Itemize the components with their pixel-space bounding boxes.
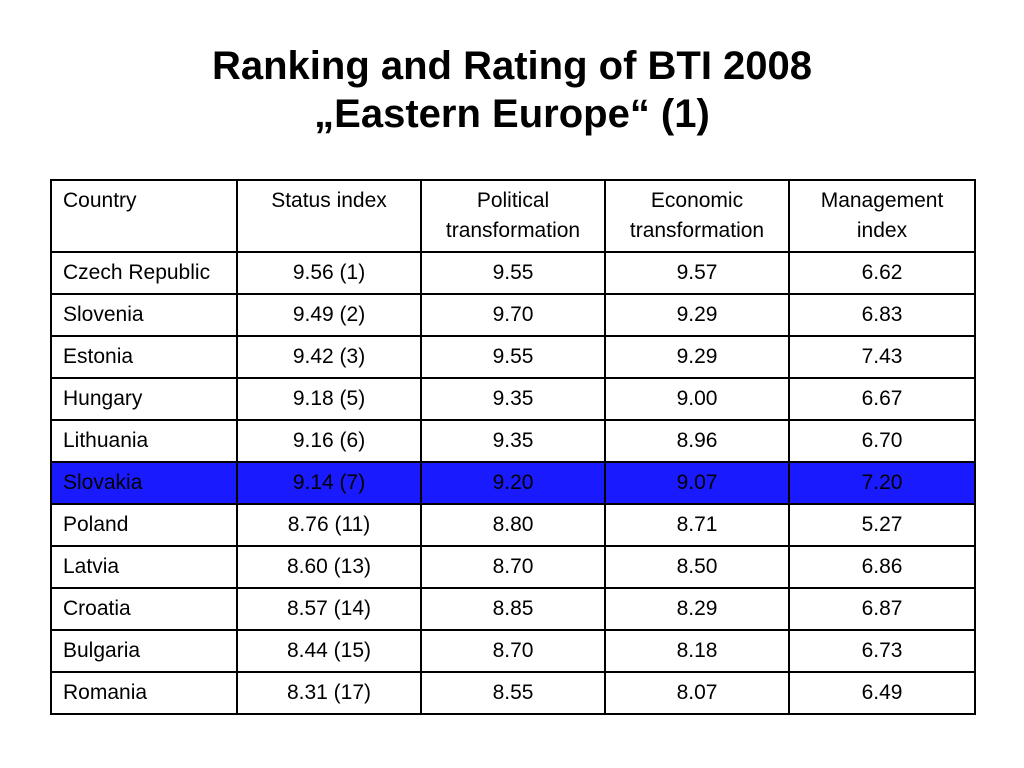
cell-economic-transformation: 8.71 — [604, 503, 790, 547]
cell-economic-transformation: 8.18 — [604, 629, 790, 673]
cell-status-index: 9.56 (1) — [236, 251, 422, 295]
cell-management-index: 6.49 — [788, 671, 976, 715]
table-row: Estonia 9.42 (3) 9.55 9.29 7.43 — [50, 335, 976, 379]
cell-economic-transformation: 8.29 — [604, 587, 790, 631]
table-header-row: Country Status index Political transform… — [50, 179, 976, 253]
header-country: Country — [50, 179, 238, 253]
cell-political-transformation: 8.70 — [420, 629, 606, 673]
cell-political-transformation: 9.55 — [420, 251, 606, 295]
cell-country: Slovenia — [50, 293, 238, 337]
cell-economic-transformation: 9.07 — [604, 461, 790, 505]
cell-political-transformation: 8.70 — [420, 545, 606, 589]
table-row: Slovakia 9.14 (7) 9.20 9.07 7.20 — [50, 461, 976, 505]
table-row: Romania 8.31 (17) 8.55 8.07 6.49 — [50, 671, 976, 715]
cell-status-index: 8.76 (11) — [236, 503, 422, 547]
table-row: Slovenia 9.49 (2) 9.70 9.29 6.83 — [50, 293, 976, 337]
cell-status-index: 8.44 (15) — [236, 629, 422, 673]
cell-status-index: 8.60 (13) — [236, 545, 422, 589]
cell-status-index: 9.14 (7) — [236, 461, 422, 505]
header-status-index: Status index — [236, 179, 422, 253]
title-line-2: „Eastern Europe“ (1) — [314, 92, 710, 136]
cell-management-index: 6.67 — [788, 377, 976, 421]
cell-country: Bulgaria — [50, 629, 238, 673]
cell-country: Lithuania — [50, 419, 238, 463]
bti-ranking-table: Country Status index Political transform… — [50, 179, 976, 715]
cell-status-index: 9.16 (6) — [236, 419, 422, 463]
cell-country: Latvia — [50, 545, 238, 589]
cell-economic-transformation: 8.96 — [604, 419, 790, 463]
table-row: Croatia 8.57 (14) 8.85 8.29 6.87 — [50, 587, 976, 631]
cell-country: Romania — [50, 671, 238, 715]
cell-economic-transformation: 9.00 — [604, 377, 790, 421]
cell-country: Czech Republic — [50, 251, 238, 295]
cell-status-index: 9.42 (3) — [236, 335, 422, 379]
cell-political-transformation: 8.85 — [420, 587, 606, 631]
table-body: Czech Republic 9.56 (1) 9.55 9.57 6.62 Sloven… — [50, 251, 976, 715]
cell-status-index: 8.31 (17) — [236, 671, 422, 715]
header-management-index: Management index — [788, 179, 976, 253]
cell-political-transformation: 8.80 — [420, 503, 606, 547]
cell-management-index: 6.87 — [788, 587, 976, 631]
cell-political-transformation: 8.55 — [420, 671, 606, 715]
table-row: Poland 8.76 (11) 8.80 8.71 5.27 — [50, 503, 976, 547]
cell-political-transformation: 9.20 — [420, 461, 606, 505]
slide-title: Ranking and Rating of BTI 2008 „Eastern … — [0, 42, 1024, 138]
cell-political-transformation: 9.35 — [420, 419, 606, 463]
cell-country: Poland — [50, 503, 238, 547]
cell-political-transformation: 9.35 — [420, 377, 606, 421]
cell-political-transformation: 9.70 — [420, 293, 606, 337]
header-political-transformation: Political transformation — [420, 179, 606, 253]
header-economic-transformation: Economic transformation — [604, 179, 790, 253]
table-row: Lithuania 9.16 (6) 9.35 8.96 6.70 — [50, 419, 976, 463]
table-row: Bulgaria 8.44 (15) 8.70 8.18 6.73 — [50, 629, 976, 673]
cell-economic-transformation: 9.29 — [604, 335, 790, 379]
cell-management-index: 6.70 — [788, 419, 976, 463]
table-row: Latvia 8.60 (13) 8.70 8.50 6.86 — [50, 545, 976, 589]
cell-status-index: 9.49 (2) — [236, 293, 422, 337]
cell-management-index: 6.83 — [788, 293, 976, 337]
cell-economic-transformation: 9.57 — [604, 251, 790, 295]
table-row: Hungary 9.18 (5) 9.35 9.00 6.67 — [50, 377, 976, 421]
cell-country: Hungary — [50, 377, 238, 421]
cell-economic-transformation: 8.07 — [604, 671, 790, 715]
cell-country: Slovakia — [50, 461, 238, 505]
cell-management-index: 6.73 — [788, 629, 976, 673]
cell-management-index: 7.20 — [788, 461, 976, 505]
cell-economic-transformation: 8.50 — [604, 545, 790, 589]
cell-management-index: 7.43 — [788, 335, 976, 379]
title-line-1: Ranking and Rating of BTI 2008 — [211, 44, 813, 88]
cell-management-index: 6.62 — [788, 251, 976, 295]
cell-country: Estonia — [50, 335, 238, 379]
cell-status-index: 9.18 (5) — [236, 377, 422, 421]
cell-country: Croatia — [50, 587, 238, 631]
table-row: Czech Republic 9.56 (1) 9.55 9.57 6.62 — [50, 251, 976, 295]
cell-management-index: 6.86 — [788, 545, 976, 589]
cell-status-index: 8.57 (14) — [236, 587, 422, 631]
cell-management-index: 5.27 — [788, 503, 976, 547]
cell-political-transformation: 9.55 — [420, 335, 606, 379]
cell-economic-transformation: 9.29 — [604, 293, 790, 337]
